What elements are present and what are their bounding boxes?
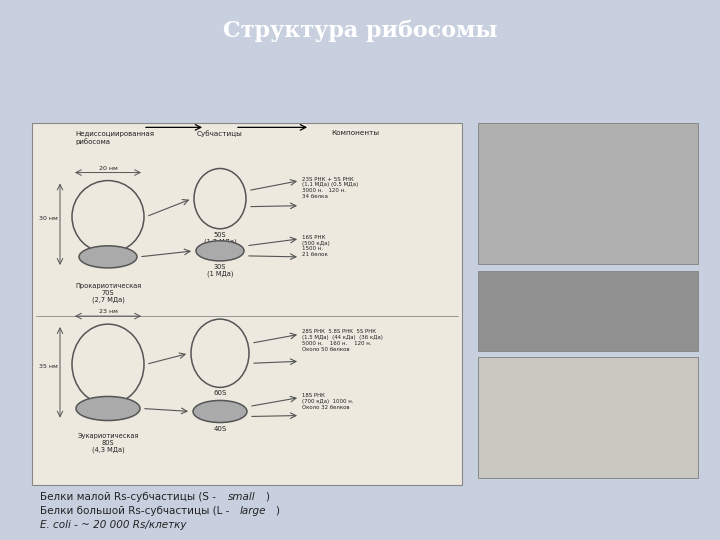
Text: large: large: [240, 506, 266, 516]
Text: 20 нм: 20 нм: [99, 166, 117, 171]
Text: small: small: [228, 492, 256, 502]
FancyBboxPatch shape: [478, 123, 698, 264]
Text: Субчастицы: Субчастицы: [197, 130, 243, 137]
Text: 30S
(1 МДа): 30S (1 МДа): [207, 264, 233, 278]
Text: E. coli - ~ 20 000 Rs/клетку: E. coli - ~ 20 000 Rs/клетку: [40, 520, 186, 530]
Text: Структура рибосомы: Структура рибосомы: [222, 20, 498, 42]
Ellipse shape: [193, 401, 247, 422]
Text: Эукариотическая
80S
(4,3 МДа): Эукариотическая 80S (4,3 МДа): [77, 433, 139, 453]
Text: Белки малой Rs-субчастицы (S -: Белки малой Rs-субчастицы (S -: [40, 492, 220, 502]
Text: 16S РНК
(500 кДа)
1500 н.
21 белок: 16S РНК (500 кДа) 1500 н. 21 белок: [302, 235, 330, 257]
Text: 35 нм: 35 нм: [40, 364, 58, 369]
Text: Компоненты: Компоненты: [331, 130, 379, 137]
Ellipse shape: [196, 241, 244, 261]
Text: Недиссоциированная
рибосома: Недиссоциированная рибосома: [75, 131, 154, 145]
FancyBboxPatch shape: [478, 271, 698, 351]
Ellipse shape: [76, 396, 140, 421]
Text: 50S
(1,7 МДа): 50S (1,7 МДа): [204, 232, 236, 245]
Text: ): ): [265, 492, 269, 502]
Text: 18S РНК
(700 кДа)  1000 н.
Около 32 белков: 18S РНК (700 кДа) 1000 н. Около 32 белко…: [302, 394, 354, 410]
Text: 23S РНК + 5S РНК
(1,1 МДа) (0,5 МДа)
3000 н.   120 н.
34 белка: 23S РНК + 5S РНК (1,1 МДа) (0,5 МДа) 300…: [302, 177, 359, 199]
FancyBboxPatch shape: [32, 123, 462, 485]
Ellipse shape: [79, 246, 137, 268]
Text: ): ): [275, 506, 279, 516]
FancyBboxPatch shape: [478, 357, 698, 478]
Text: 60S: 60S: [213, 390, 227, 396]
Text: Прокариотическая
70S
(2,7 МДа): Прокариотическая 70S (2,7 МДа): [75, 283, 141, 303]
Text: 28S РНК  5.8S РНК  5S РНК
(1,5 МДа)  (44 кДа)  (36 кДа)
5000 н.    160 н.    120: 28S РНК 5.8S РНК 5S РНК (1,5 МДа) (44 кД…: [302, 329, 383, 352]
Text: 30 нм: 30 нм: [40, 216, 58, 221]
Text: Белки большой Rs-субчастицы (L -: Белки большой Rs-субчастицы (L -: [40, 506, 233, 516]
Text: 40S: 40S: [213, 426, 227, 431]
Text: 23 нм: 23 нм: [99, 309, 117, 314]
